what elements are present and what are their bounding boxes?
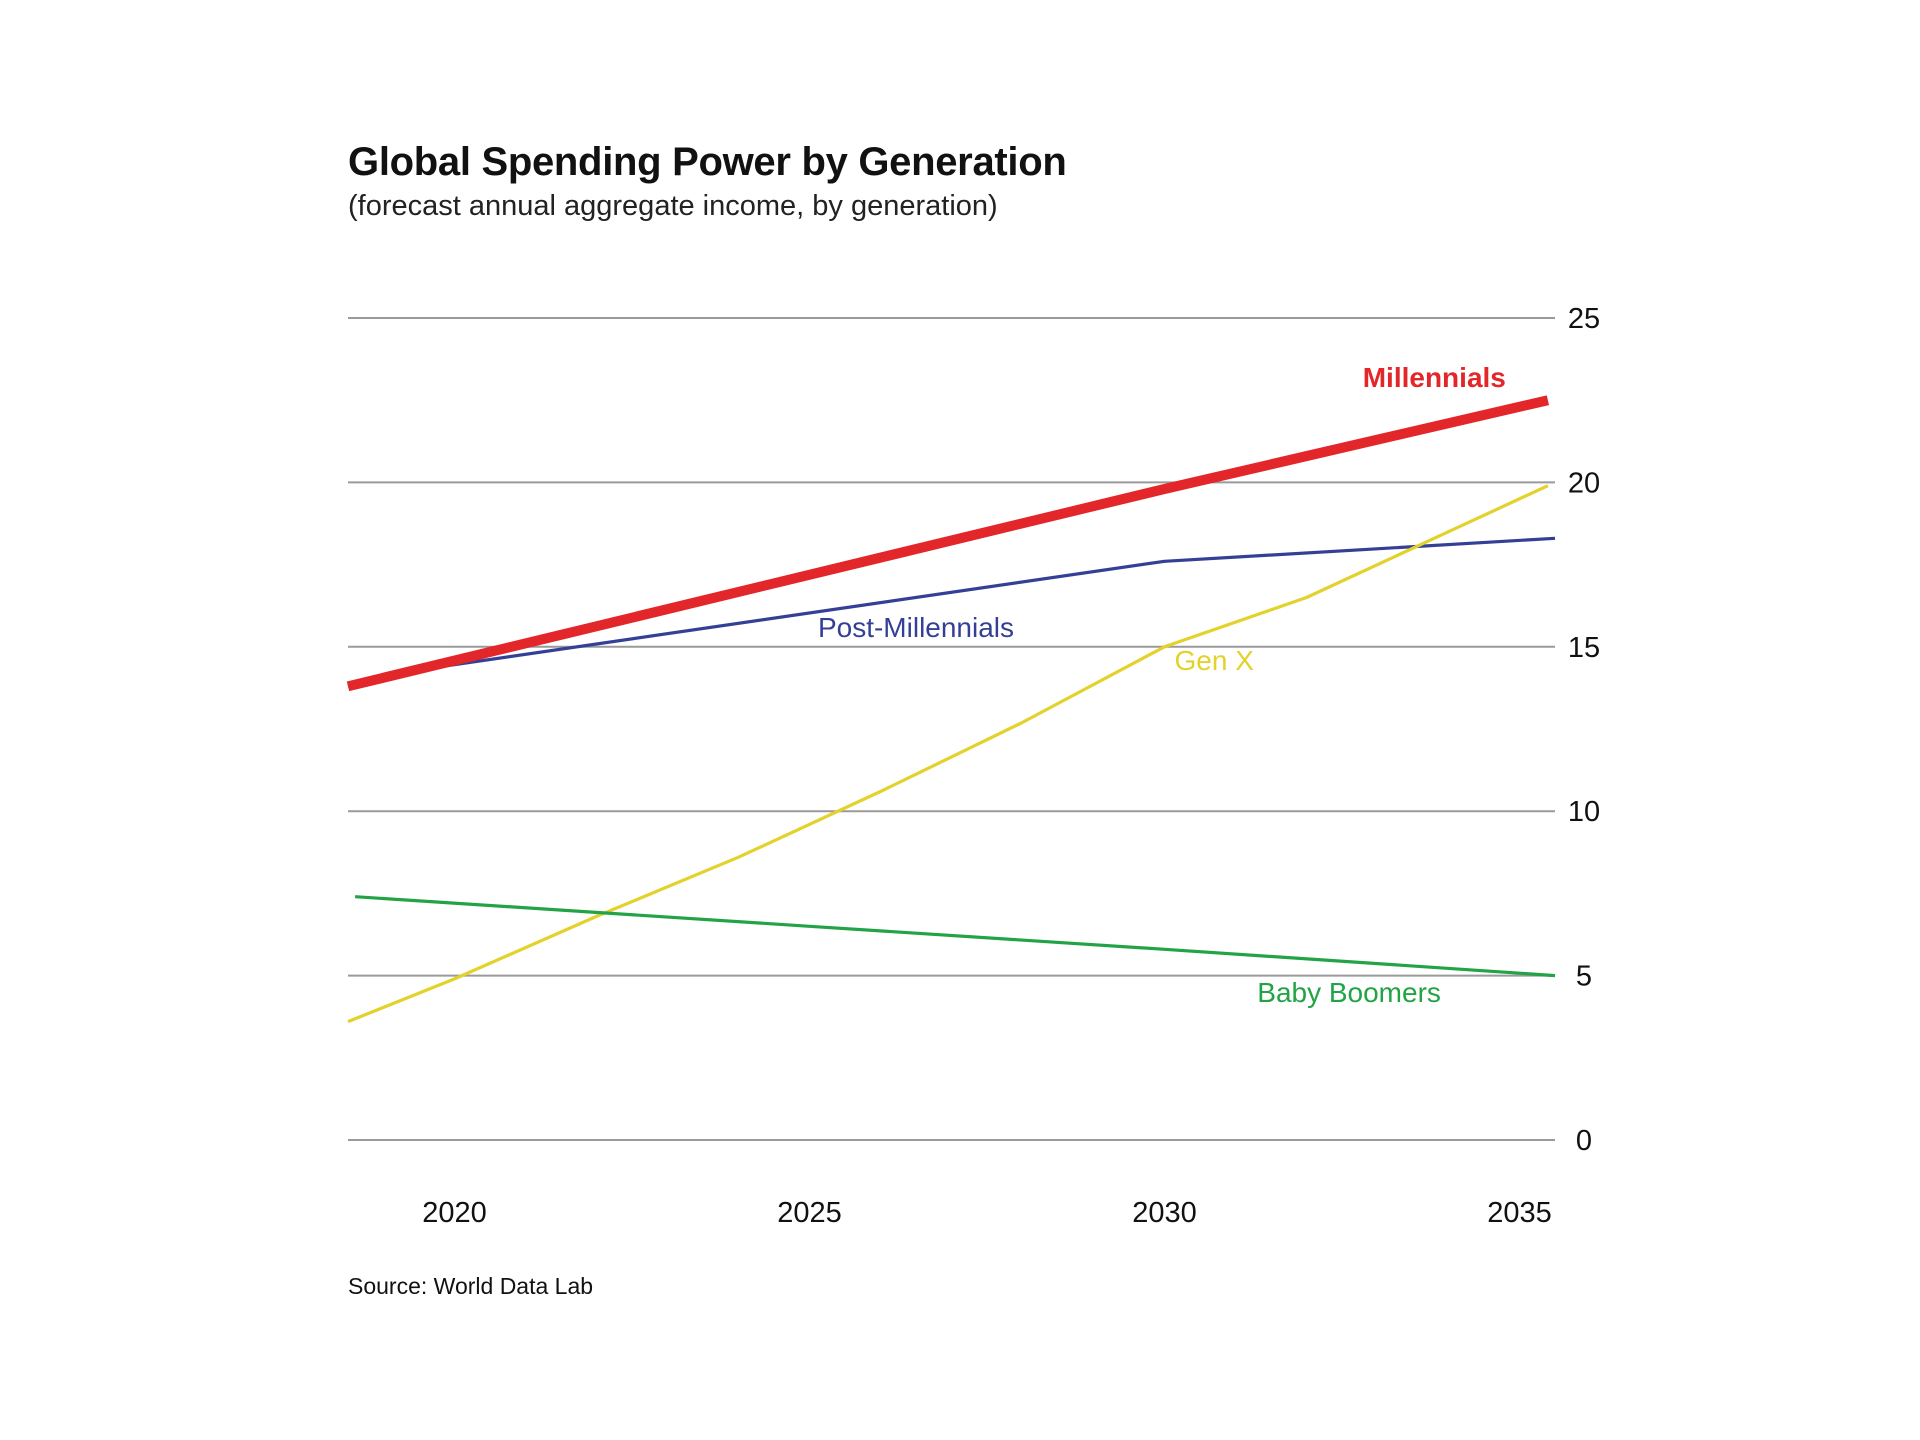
series-line-gen-x: [347, 484, 1549, 1024]
x-tick-label: 2020: [422, 1197, 487, 1229]
x-tick-label: 2035: [1487, 1197, 1552, 1229]
y-tick-label: 25: [1568, 303, 1600, 335]
x-tick-label: 2030: [1132, 1197, 1197, 1229]
source-note: Source: World Data Lab: [348, 1273, 594, 1299]
series-label-millennials: Millennials: [1363, 362, 1506, 393]
series-lines: [346, 395, 1556, 1024]
x-axis-ticks: 2020 2025 2030 2035: [422, 1197, 1552, 1229]
y-tick-label: 20: [1568, 467, 1600, 499]
series-labels: Millennials Post-Millennials Gen X Baby Boo…: [818, 362, 1506, 1008]
y-tick-label: 10: [1568, 796, 1600, 828]
y-tick-label: 15: [1568, 632, 1600, 664]
series-label-post-millennials: Post-Millennials: [818, 612, 1014, 643]
y-tick-label: 5: [1576, 961, 1592, 993]
gridlines: [348, 317, 1555, 1141]
series-label-gen-x: Gen X: [1175, 645, 1255, 676]
y-tick-label: 0: [1576, 1125, 1592, 1157]
chart-title: Global Spending Power by Generation: [348, 140, 1067, 184]
series-line-baby-boomers: [354, 895, 1556, 978]
x-tick-label: 2025: [777, 1197, 842, 1229]
series-label-baby-boomers: Baby Boomers: [1257, 977, 1441, 1008]
y-axis-ticks: 0 5 10 15 20 25: [1568, 303, 1600, 1157]
chart-subtitle: (forecast annual aggregate income, by ge…: [348, 190, 998, 222]
series-line-millennials: [346, 395, 1550, 692]
